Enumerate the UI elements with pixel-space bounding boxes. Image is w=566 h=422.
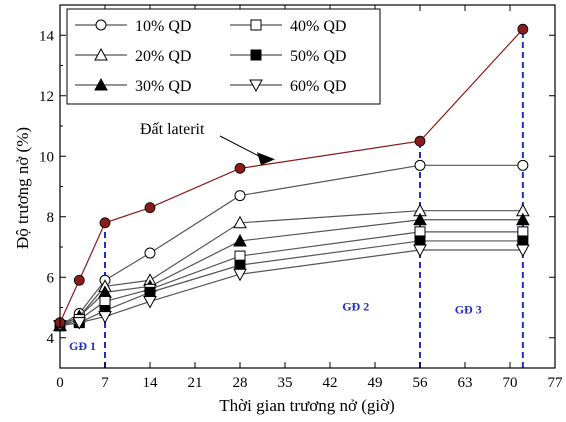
legend-label: 30% QD xyxy=(135,78,191,95)
data-point xyxy=(99,295,111,307)
legend-label: 50% QD xyxy=(290,48,346,65)
data-point xyxy=(98,311,112,324)
phase-label: GĐ 2 xyxy=(342,300,369,314)
legend-marker xyxy=(94,77,108,91)
x-axis-title: Thời gian trương nở (giờ) xyxy=(219,396,394,415)
data-point xyxy=(144,202,156,214)
x-tick-label: 56 xyxy=(413,375,429,391)
data-point xyxy=(516,212,530,226)
y-tick-label: 10 xyxy=(39,149,54,165)
data-point xyxy=(517,23,529,35)
data-point xyxy=(233,268,247,282)
annotation-arrowhead xyxy=(257,152,275,166)
series-6 xyxy=(54,23,529,329)
data-point xyxy=(144,247,156,259)
legend-label: 60% QD xyxy=(290,78,346,95)
phase-label: GĐ 3 xyxy=(455,303,482,317)
x-tick-label: 77 xyxy=(548,375,564,391)
data-point xyxy=(414,159,426,171)
y-tick-label: 4 xyxy=(47,331,55,347)
data-point xyxy=(234,162,246,174)
x-tick-label: 63 xyxy=(458,375,473,391)
legend-marker xyxy=(94,47,108,61)
series-line xyxy=(59,249,523,327)
series-line xyxy=(59,164,523,327)
data-point xyxy=(517,159,529,171)
x-tick-label: 42 xyxy=(323,375,338,391)
axes: 0 7 14 21 28 35 42 49 56 63 70 77 4 6 8 10 12 14 xyxy=(39,4,564,391)
series-line xyxy=(59,231,523,327)
data-point xyxy=(144,286,156,298)
x-tick-label: 49 xyxy=(368,375,383,391)
legend-marker xyxy=(250,49,262,61)
data-point xyxy=(143,295,157,309)
data-point xyxy=(414,135,426,147)
data-point xyxy=(414,226,426,238)
y-tick-label: 6 xyxy=(47,270,55,286)
x-tick-label: 21 xyxy=(188,375,203,391)
legend-marker xyxy=(249,79,263,93)
legend-label: 20% QD xyxy=(135,48,191,65)
data-point xyxy=(234,250,246,262)
x-tick-label: 7 xyxy=(101,375,109,391)
series-line xyxy=(59,219,523,327)
data-point xyxy=(233,233,247,247)
legend-marker xyxy=(95,19,107,31)
data-point xyxy=(233,215,247,229)
phase-label: GĐ 1 xyxy=(69,339,96,353)
data-point xyxy=(516,244,530,258)
data-point xyxy=(517,226,529,238)
data-point xyxy=(413,212,427,226)
data-point xyxy=(414,235,426,247)
data-point xyxy=(234,259,246,271)
data-point xyxy=(72,317,87,330)
legend-label: 40% QD xyxy=(290,18,346,35)
x-tick-label: 14 xyxy=(143,375,159,391)
annotation-label: Đất laterit xyxy=(140,121,205,138)
x-tick-label: 28 xyxy=(233,375,248,391)
x-tick-label: 35 xyxy=(278,375,293,391)
data-point xyxy=(517,235,529,247)
y-tick-label: 8 xyxy=(47,210,55,226)
y-tick-label: 14 xyxy=(39,28,55,44)
annotation-arrow xyxy=(219,135,266,160)
x-tick-label: 0 xyxy=(56,375,64,391)
legend-label: 10% QD xyxy=(135,18,191,35)
annotation-group: Đất laterit xyxy=(140,121,275,166)
y-axis-title: Độ trương nở (%) xyxy=(13,127,32,249)
data-point xyxy=(73,274,85,286)
data-point xyxy=(234,190,246,202)
x-tick-label: 70 xyxy=(503,375,518,391)
data-point xyxy=(99,217,111,229)
series-group xyxy=(53,23,530,333)
data-point xyxy=(413,244,427,258)
legend: 10% QD 40% QD 20% QD 50% QD 30% QD 60% QD xyxy=(66,8,381,105)
y-tick-label: 12 xyxy=(39,89,54,105)
legend-marker xyxy=(250,19,262,31)
series-5 xyxy=(53,244,530,333)
